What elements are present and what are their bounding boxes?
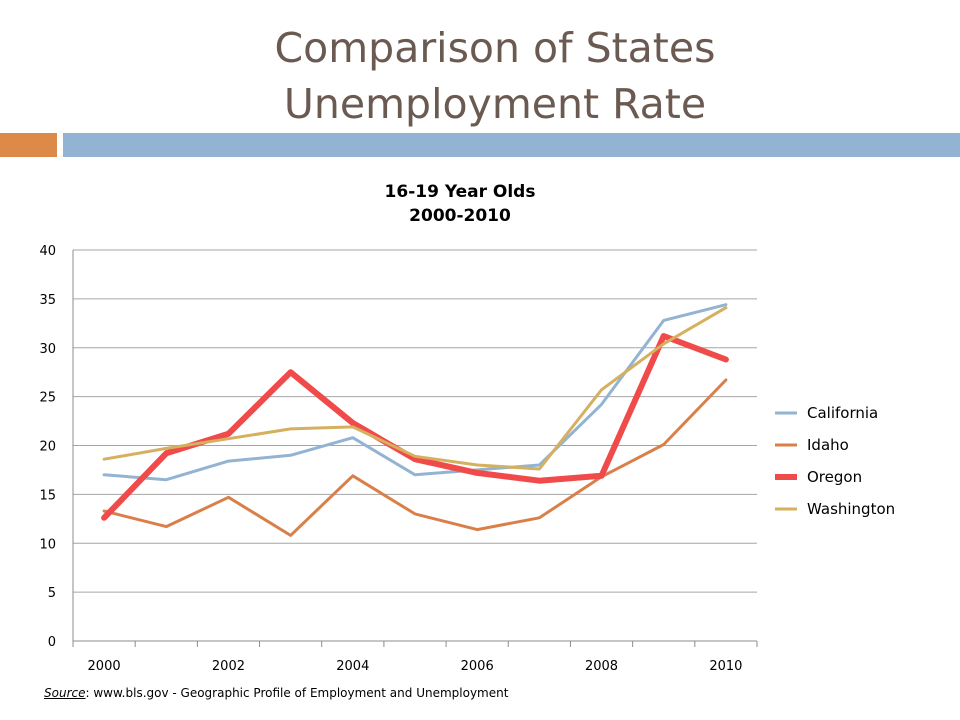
y-tick-label: 30 [39, 342, 56, 357]
y-tick-label: 35 [39, 293, 56, 308]
y-tick-label: 25 [39, 391, 56, 406]
x-tick-label: 2010 [709, 659, 742, 674]
y-tick-label: 5 [48, 586, 56, 601]
legend-label-california: California [807, 404, 878, 422]
legend-label-idaho: Idaho [807, 436, 849, 454]
x-tick-label: 2006 [461, 659, 494, 674]
legend-label-oregon: Oregon [807, 468, 862, 486]
header-bar [63, 133, 960, 157]
slide-title-line-1: Comparison of States [274, 24, 716, 72]
y-tick-label: 40 [39, 244, 56, 259]
x-tick-label: 2002 [212, 659, 245, 674]
series-line-idaho [102, 378, 728, 537]
accent-bar [0, 133, 57, 157]
slide-title: Comparison of States Unemployment Rate [0, 20, 960, 132]
source-label: Source [44, 686, 86, 700]
x-tick-label: 2000 [88, 659, 121, 674]
chart-title: 16-19 Year Olds 2000-2010 [0, 180, 920, 228]
y-tick-label: 0 [48, 635, 56, 650]
legend-label-washington: Washington [807, 500, 895, 518]
source-text: : www.bls.gov - Geographic Profile of Em… [85, 686, 509, 700]
y-tick-label: 10 [39, 537, 56, 552]
series-line-california [102, 303, 728, 482]
x-tick-label: 2008 [585, 659, 618, 674]
x-tick-label: 2004 [336, 659, 369, 674]
source-note: Source: www.bls.gov - Geographic Profile… [44, 686, 508, 700]
series-line-oregon [101, 333, 729, 521]
y-tick-label: 20 [39, 440, 56, 455]
slide-title-line-2: Unemployment Rate [283, 80, 707, 128]
y-tick-label: 15 [39, 488, 56, 503]
chart-title-line-1: 16-19 Year Olds [384, 182, 536, 202]
chart-title-line-2: 2000-2010 [409, 206, 511, 226]
series-line-washington [102, 306, 728, 471]
